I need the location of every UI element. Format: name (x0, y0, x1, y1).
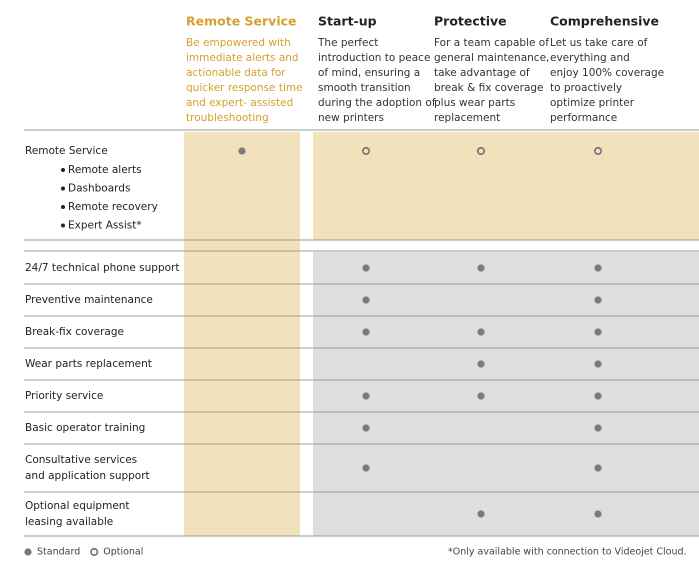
row-bullet: Dashboards (68, 183, 130, 195)
standard-dot (24, 548, 32, 556)
column-description: replacement (434, 112, 500, 124)
column-title: Remote Service (186, 14, 297, 29)
column-description: actionable data for (186, 67, 286, 79)
column-description: performance (550, 112, 617, 124)
standard-dot (477, 360, 485, 368)
column-description: of mind, ensuring a (318, 67, 420, 79)
row-label: Preventive maintenance (25, 294, 153, 306)
remote-section-bg (313, 132, 699, 240)
row-label: Priority service (25, 390, 103, 402)
bullet (61, 168, 65, 172)
column-description: new printers (318, 112, 384, 124)
standard-dot (594, 424, 602, 432)
standard-dot (362, 264, 370, 272)
column-description: introduction to peace (318, 52, 430, 64)
column-description: smooth transition (318, 82, 411, 94)
standard-dot (594, 510, 602, 518)
standard-dot (362, 464, 370, 472)
services-section-bg (313, 252, 699, 536)
row-label: leasing available (25, 516, 113, 528)
column-description: during the adoption of (318, 97, 436, 109)
optional-dot (476, 146, 486, 156)
highlight-column (184, 132, 300, 536)
row-label: Remote Service (25, 145, 108, 157)
optional-dot (90, 547, 99, 557)
standard-dot (594, 392, 602, 400)
standard-dot (238, 147, 246, 155)
row-bullet: Remote alerts (68, 164, 142, 176)
standard-dot (594, 296, 602, 304)
column-title: Protective (434, 14, 507, 29)
column-description: break & fix coverage (434, 82, 544, 94)
column-description: to proactively (550, 82, 622, 94)
optional-dot (593, 146, 603, 156)
bullet (61, 205, 65, 209)
column-description: For a team capable of (434, 37, 549, 49)
row-bullet: Remote recovery (68, 201, 158, 213)
column-description: optimize printer (550, 97, 635, 109)
column-description: immediate alerts and (186, 52, 299, 64)
standard-dot (362, 392, 370, 400)
standard-dot (594, 264, 602, 272)
legend-label: Standard (37, 547, 80, 558)
row-label: Consultative services (25, 454, 137, 466)
row-label: Wear parts replacement (25, 358, 152, 370)
standard-dot (594, 328, 602, 336)
footnote: *Only available with connection to Video… (448, 547, 687, 558)
column-description: The perfect (317, 37, 378, 49)
column-description: quicker response time (186, 82, 303, 94)
column-description: Let us take care of (550, 37, 648, 49)
standard-dot (362, 296, 370, 304)
standard-dot (594, 360, 602, 368)
standard-dot (477, 510, 485, 518)
row-bullet: Expert Assist* (68, 220, 142, 232)
row-label: 24/7 technical phone support (25, 262, 179, 274)
column-description: Be empowered with (186, 37, 291, 49)
standard-dot (594, 464, 602, 472)
row-label: Break-fix coverage (25, 326, 124, 338)
legend-label: Optional (103, 547, 143, 558)
bullet (61, 223, 65, 228)
column-description: enjoy 100% coverage (550, 67, 664, 79)
row-label: and application support (25, 470, 150, 482)
standard-dot (362, 328, 370, 336)
row-label: Optional equipment (25, 500, 130, 512)
column-description: general maintenance, (434, 52, 549, 64)
column-title: Start-up (318, 14, 377, 29)
standard-dot (477, 264, 485, 272)
standard-dot (477, 328, 485, 336)
column-description: plus wear parts (434, 97, 515, 109)
optional-dot (361, 146, 371, 156)
column-title: Comprehensive (550, 14, 659, 29)
row-label: Basic operator training (25, 422, 145, 434)
standard-dot (477, 392, 485, 400)
standard-dot (362, 424, 370, 432)
column-description: take advantage of (434, 67, 530, 79)
column-description: and expert- assisted (186, 97, 293, 109)
bullet (61, 186, 65, 191)
column-description: troubleshooting (186, 112, 269, 124)
column-description: everything and (550, 52, 630, 64)
